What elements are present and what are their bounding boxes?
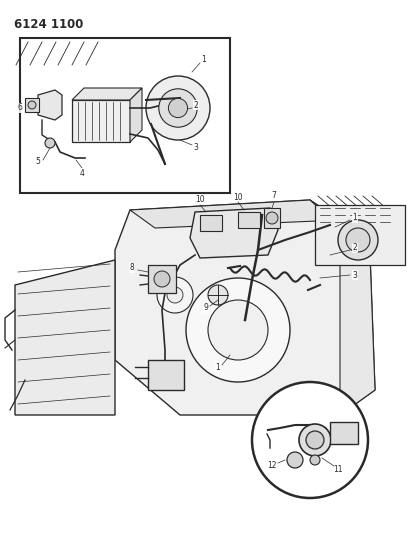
Circle shape xyxy=(146,76,210,140)
Circle shape xyxy=(169,99,188,118)
Text: 2: 2 xyxy=(194,101,198,109)
Text: 12: 12 xyxy=(267,461,277,470)
Text: 9: 9 xyxy=(204,303,208,312)
Polygon shape xyxy=(130,88,142,142)
Circle shape xyxy=(338,220,378,260)
Circle shape xyxy=(159,89,197,127)
Polygon shape xyxy=(310,200,375,415)
Circle shape xyxy=(45,138,55,148)
Circle shape xyxy=(28,101,36,109)
Circle shape xyxy=(287,452,303,468)
Polygon shape xyxy=(115,200,375,415)
Text: 6124 1100: 6124 1100 xyxy=(14,18,83,31)
Circle shape xyxy=(157,277,193,313)
Circle shape xyxy=(186,278,290,382)
Text: 7: 7 xyxy=(272,191,277,200)
Text: 1: 1 xyxy=(202,55,206,64)
Circle shape xyxy=(299,424,331,456)
Bar xyxy=(25,98,39,112)
Bar xyxy=(238,212,260,228)
Text: 10: 10 xyxy=(233,192,243,201)
Circle shape xyxy=(154,271,170,287)
Circle shape xyxy=(252,382,368,498)
Bar xyxy=(148,265,176,293)
Bar xyxy=(315,205,405,265)
Circle shape xyxy=(346,228,370,252)
Polygon shape xyxy=(130,200,340,228)
Text: 1: 1 xyxy=(215,364,220,373)
Polygon shape xyxy=(72,100,130,142)
Circle shape xyxy=(266,212,278,224)
Text: 4: 4 xyxy=(80,168,84,177)
Text: 10: 10 xyxy=(195,196,205,205)
Bar xyxy=(148,360,184,390)
Text: 8: 8 xyxy=(130,263,134,272)
Text: 3: 3 xyxy=(353,271,357,279)
Text: 1: 1 xyxy=(353,214,357,222)
Circle shape xyxy=(208,285,228,305)
Polygon shape xyxy=(72,88,142,100)
Polygon shape xyxy=(38,90,62,120)
Text: 5: 5 xyxy=(35,157,40,166)
Bar xyxy=(200,215,222,231)
Bar xyxy=(330,422,358,444)
Bar xyxy=(264,208,280,228)
Polygon shape xyxy=(190,208,278,258)
Text: 6: 6 xyxy=(18,103,22,112)
Text: 11: 11 xyxy=(333,465,343,474)
Circle shape xyxy=(310,455,320,465)
Circle shape xyxy=(167,287,183,303)
Circle shape xyxy=(306,431,324,449)
Polygon shape xyxy=(15,260,115,415)
Text: 2: 2 xyxy=(353,244,357,253)
Bar xyxy=(20,38,230,193)
Text: 3: 3 xyxy=(193,143,198,152)
Circle shape xyxy=(208,300,268,360)
